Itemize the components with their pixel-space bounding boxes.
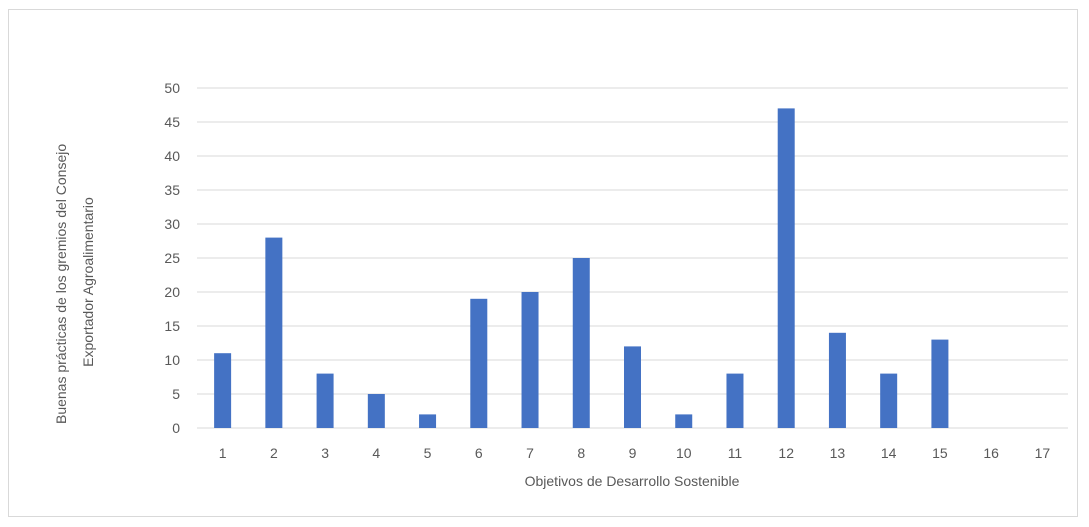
chart-frame [8, 9, 1078, 517]
bar-ods-9 [624, 346, 641, 428]
gridlines [197, 87, 1068, 429]
x-tick-label: 11 [728, 445, 743, 461]
bar-ods-6 [470, 298, 488, 428]
y-tick-label: 25 [164, 250, 180, 266]
y-tick-label: 0 [172, 420, 180, 436]
x-tick-label: 13 [830, 445, 846, 461]
x-tick-label: 7 [526, 445, 534, 461]
x-tick-label: 8 [577, 445, 585, 461]
x-axis-title: Objetivos de Desarrollo Sostenible [525, 473, 740, 489]
x-tick-label: 14 [881, 445, 897, 461]
x-tick-label: 1 [219, 445, 227, 461]
x-tick-label: 4 [372, 445, 380, 461]
bar-ods-12 [777, 108, 795, 429]
x-tick-label: 16 [983, 445, 999, 461]
y-tick-label: 50 [164, 80, 180, 96]
bar-ods-14 [880, 373, 898, 428]
bar-ods-2 [265, 237, 283, 428]
y-axis-title: Buenas prácticas de los gremios del Cons… [53, 140, 96, 424]
bar-ods-1 [214, 353, 232, 428]
y-axis-title-line-2: Exportador Agroalimentario [80, 197, 96, 367]
bar-ods-3 [316, 373, 334, 428]
y-tick-label: 40 [164, 148, 180, 164]
y-axis-title-line-1: Buenas prácticas de los gremios del Cons… [53, 144, 69, 424]
bars [214, 108, 949, 429]
bar-ods-11 [726, 373, 744, 428]
y-tick-label: 45 [164, 114, 180, 130]
y-tick-label: 15 [164, 318, 180, 334]
y-axis-ticks: 0 5 10 15 20 25 30 35 40 45 50 [164, 80, 180, 436]
x-tick-label: 10 [676, 445, 692, 461]
y-tick-label: 20 [164, 284, 180, 300]
x-tick-label: 3 [321, 445, 329, 461]
bar-ods-13 [828, 332, 846, 428]
bar-ods-8 [572, 258, 590, 428]
bar-ods-5 [419, 414, 437, 428]
x-tick-label: 5 [424, 445, 432, 461]
y-tick-label: 35 [164, 182, 180, 198]
x-tick-label: 2 [270, 445, 278, 461]
y-tick-label: 5 [172, 386, 180, 402]
y-tick-label: 30 [164, 216, 180, 232]
bar-ods-7 [521, 292, 539, 428]
x-tick-label: 9 [629, 445, 637, 461]
x-tick-label: 12 [778, 445, 794, 461]
x-tick-label: 17 [1035, 445, 1051, 461]
y-tick-label: 10 [164, 352, 180, 368]
bar-ods-4 [367, 394, 385, 428]
x-tick-label: 6 [475, 445, 483, 461]
bar-ods-10 [675, 414, 693, 428]
x-axis-ticks: 1 2 3 4 5 6 7 8 9 10 11 12 13 14 15 16 17 [219, 445, 1051, 461]
bar-ods-15 [931, 339, 949, 428]
x-tick-label: 15 [932, 445, 948, 461]
